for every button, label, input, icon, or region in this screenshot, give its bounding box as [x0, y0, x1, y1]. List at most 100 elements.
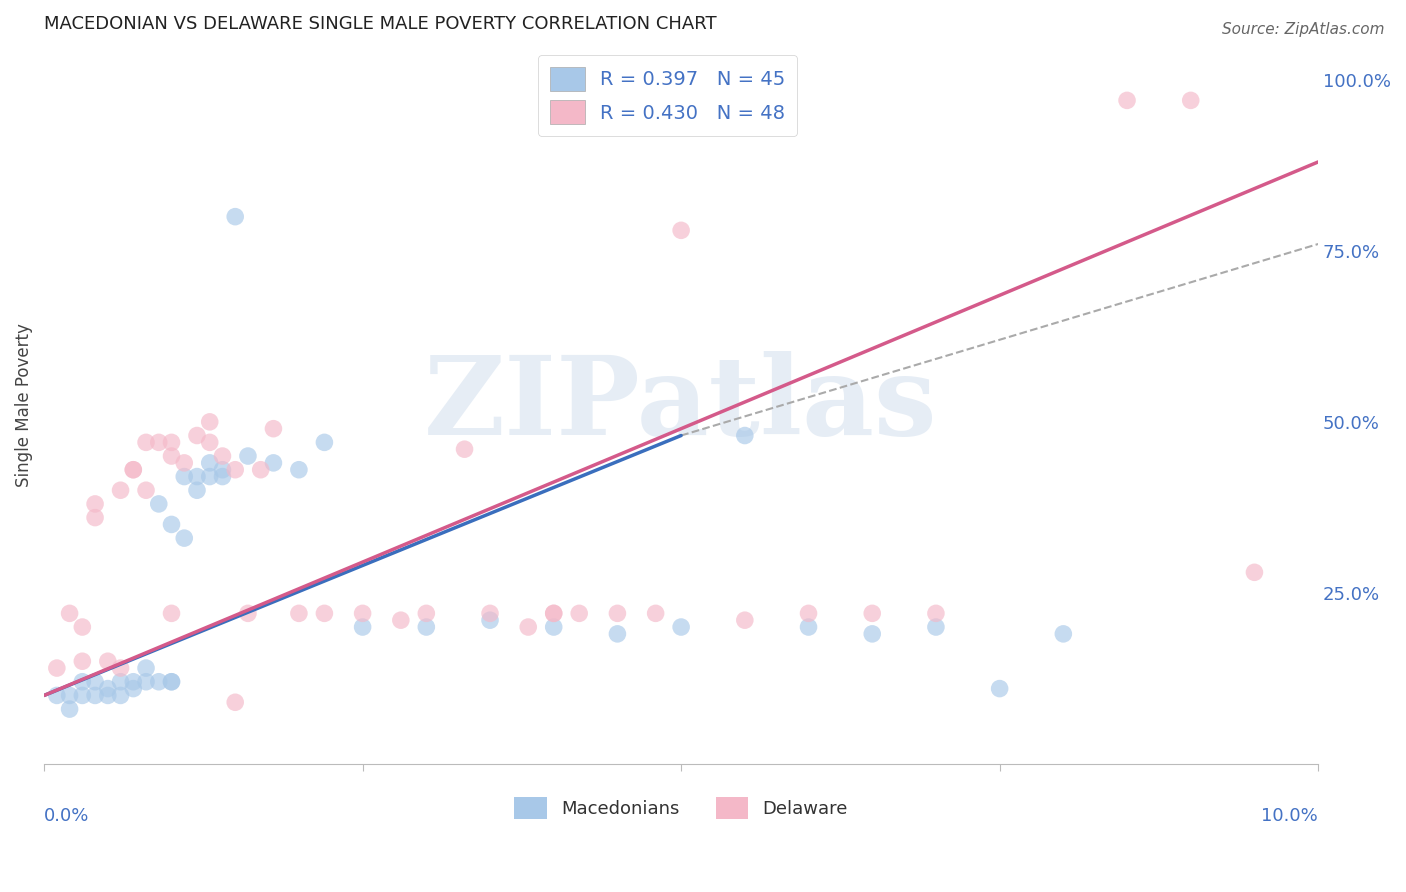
Point — [72, 654, 94, 668]
Point — [860, 607, 883, 621]
Point — [314, 607, 336, 621]
Point — [1052, 627, 1074, 641]
Point — [1243, 566, 1265, 580]
Point — [479, 613, 502, 627]
Point — [72, 620, 94, 634]
Point — [84, 689, 107, 703]
Point — [160, 435, 183, 450]
Point — [160, 674, 183, 689]
Point — [45, 661, 67, 675]
Point — [1180, 94, 1202, 108]
Point — [797, 607, 820, 621]
Point — [734, 613, 756, 627]
Point — [58, 689, 80, 703]
Text: MACEDONIAN VS DELAWARE SINGLE MALE POVERTY CORRELATION CHART: MACEDONIAN VS DELAWARE SINGLE MALE POVER… — [44, 15, 717, 33]
Point — [236, 607, 259, 621]
Point — [925, 620, 948, 634]
Point — [236, 449, 259, 463]
Point — [186, 469, 208, 483]
Point — [160, 517, 183, 532]
Point — [97, 689, 120, 703]
Point — [568, 607, 591, 621]
Point — [415, 607, 437, 621]
Point — [669, 620, 692, 634]
Text: 0.0%: 0.0% — [44, 807, 90, 825]
Point — [122, 681, 145, 696]
Point — [669, 223, 692, 237]
Point — [198, 456, 221, 470]
Text: ZIPatlas: ZIPatlas — [425, 351, 938, 458]
Point — [211, 449, 233, 463]
Point — [224, 210, 246, 224]
Point — [262, 456, 284, 470]
Point — [352, 607, 374, 621]
Point — [122, 674, 145, 689]
Point — [925, 607, 948, 621]
Point — [249, 463, 271, 477]
Point — [198, 469, 221, 483]
Point — [84, 497, 107, 511]
Point — [1116, 94, 1139, 108]
Point — [453, 442, 475, 457]
Point — [988, 681, 1011, 696]
Point — [84, 674, 107, 689]
Point — [58, 702, 80, 716]
Point — [211, 469, 233, 483]
Point — [110, 483, 132, 498]
Legend: Macedonians, Delaware: Macedonians, Delaware — [508, 790, 855, 827]
Point — [734, 428, 756, 442]
Point — [415, 620, 437, 634]
Point — [122, 463, 145, 477]
Point — [148, 435, 170, 450]
Text: 10.0%: 10.0% — [1261, 807, 1319, 825]
Point — [72, 674, 94, 689]
Point — [224, 695, 246, 709]
Point — [224, 463, 246, 477]
Point — [543, 607, 565, 621]
Point — [517, 620, 540, 634]
Point — [198, 415, 221, 429]
Point — [606, 607, 628, 621]
Point — [314, 435, 336, 450]
Point — [97, 654, 120, 668]
Point — [84, 510, 107, 524]
Point — [198, 435, 221, 450]
Point — [148, 497, 170, 511]
Point — [543, 620, 565, 634]
Point — [211, 463, 233, 477]
Point — [186, 483, 208, 498]
Text: Source: ZipAtlas.com: Source: ZipAtlas.com — [1222, 22, 1385, 37]
Point — [97, 681, 120, 696]
Point — [173, 531, 195, 545]
Point — [173, 469, 195, 483]
Point — [160, 607, 183, 621]
Point — [860, 627, 883, 641]
Point — [148, 674, 170, 689]
Point — [160, 449, 183, 463]
Point — [110, 674, 132, 689]
Point — [262, 422, 284, 436]
Point — [135, 483, 157, 498]
Point — [110, 689, 132, 703]
Point — [644, 607, 666, 621]
Point — [45, 689, 67, 703]
Point — [543, 607, 565, 621]
Point — [288, 607, 311, 621]
Point — [186, 428, 208, 442]
Point — [160, 674, 183, 689]
Point — [352, 620, 374, 634]
Y-axis label: Single Male Poverty: Single Male Poverty — [15, 323, 32, 487]
Point — [797, 620, 820, 634]
Point — [173, 456, 195, 470]
Point — [389, 613, 412, 627]
Point — [135, 674, 157, 689]
Point — [72, 689, 94, 703]
Point — [122, 463, 145, 477]
Point — [288, 463, 311, 477]
Point — [135, 661, 157, 675]
Point — [479, 607, 502, 621]
Point — [110, 661, 132, 675]
Point — [58, 607, 80, 621]
Point — [606, 627, 628, 641]
Point — [135, 435, 157, 450]
